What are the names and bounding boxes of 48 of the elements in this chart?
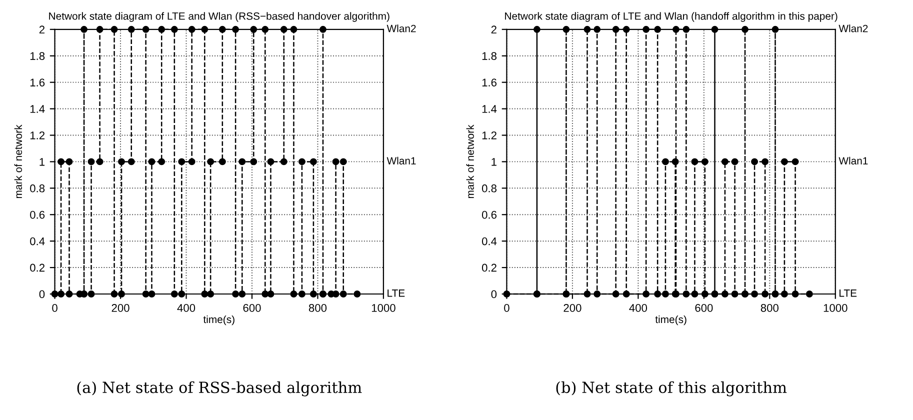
y-tick-label: 0.2 xyxy=(482,264,496,272)
y-tick-label: 0 xyxy=(39,290,45,298)
y-tick-label: 2 xyxy=(491,26,496,34)
text: (b) Net state of this algorithm xyxy=(556,381,787,396)
x-tick-label: 200 xyxy=(112,304,130,312)
y-tick-label: 1.8 xyxy=(482,52,497,60)
y-tick-label: 0.4 xyxy=(482,237,497,246)
x-tick-label: 0 xyxy=(504,304,510,312)
y-tick-label: 0.4 xyxy=(30,237,45,246)
text: LTE xyxy=(840,290,857,297)
y-tick-label: 0.8 xyxy=(482,184,497,192)
text: Wlan2 xyxy=(386,24,416,32)
x-tick-label: 0 xyxy=(52,304,58,312)
y-axis-title: mark of network xyxy=(466,124,474,198)
text: LTE xyxy=(388,290,405,297)
chart-title: Network state diagram of LTE and Wlan (handoff algorithm in this paper) xyxy=(505,12,838,22)
x-tick-label: 600 xyxy=(695,304,713,312)
y-tick-label: 1 xyxy=(492,158,496,166)
x-axis-title: time(s) xyxy=(655,315,686,326)
text: Wlan2 xyxy=(838,24,868,32)
x-tick-label: 1000 xyxy=(372,304,396,312)
text: Wlan1 xyxy=(386,156,416,164)
y-tick-label: 1.4 xyxy=(30,105,45,113)
y-tick-label: 0.6 xyxy=(482,210,497,219)
x-tick-label: 800 xyxy=(760,304,778,312)
x-tick-label: 800 xyxy=(308,304,327,312)
chart-title: Network state diagram of LTE and Wlan (RSS−based handover algorithm) xyxy=(49,12,390,22)
text: (a) Net state of RSS-based algorithm xyxy=(77,381,362,396)
y-tick-label: 1.6 xyxy=(30,78,45,86)
y-tick-label: 0 xyxy=(491,290,497,298)
y-tick-label: 2 xyxy=(39,26,44,34)
y-tick-label: 1.2 xyxy=(30,132,44,140)
y-tick-label: 1.2 xyxy=(482,132,496,140)
x-tick-label: 1000 xyxy=(824,304,848,312)
y-tick-label: 1.4 xyxy=(482,105,497,113)
y-tick-label: 0.8 xyxy=(30,184,45,192)
y-tick-label: 1.8 xyxy=(30,52,45,60)
y-tick-label: 0.2 xyxy=(30,264,44,272)
y-tick-label: 0.6 xyxy=(30,210,45,219)
x-tick-label: 200 xyxy=(564,304,582,312)
x-tick-label: 400 xyxy=(177,304,196,312)
y-axis-title: mark of network xyxy=(14,124,22,198)
y-tick-label: 1 xyxy=(40,158,45,166)
y-tick-label: 1.6 xyxy=(482,78,497,86)
text: Wlan1 xyxy=(838,156,868,164)
x-tick-label: 600 xyxy=(243,304,261,312)
x-tick-label: 400 xyxy=(629,304,648,312)
x-axis-title: time(s) xyxy=(203,315,234,326)
